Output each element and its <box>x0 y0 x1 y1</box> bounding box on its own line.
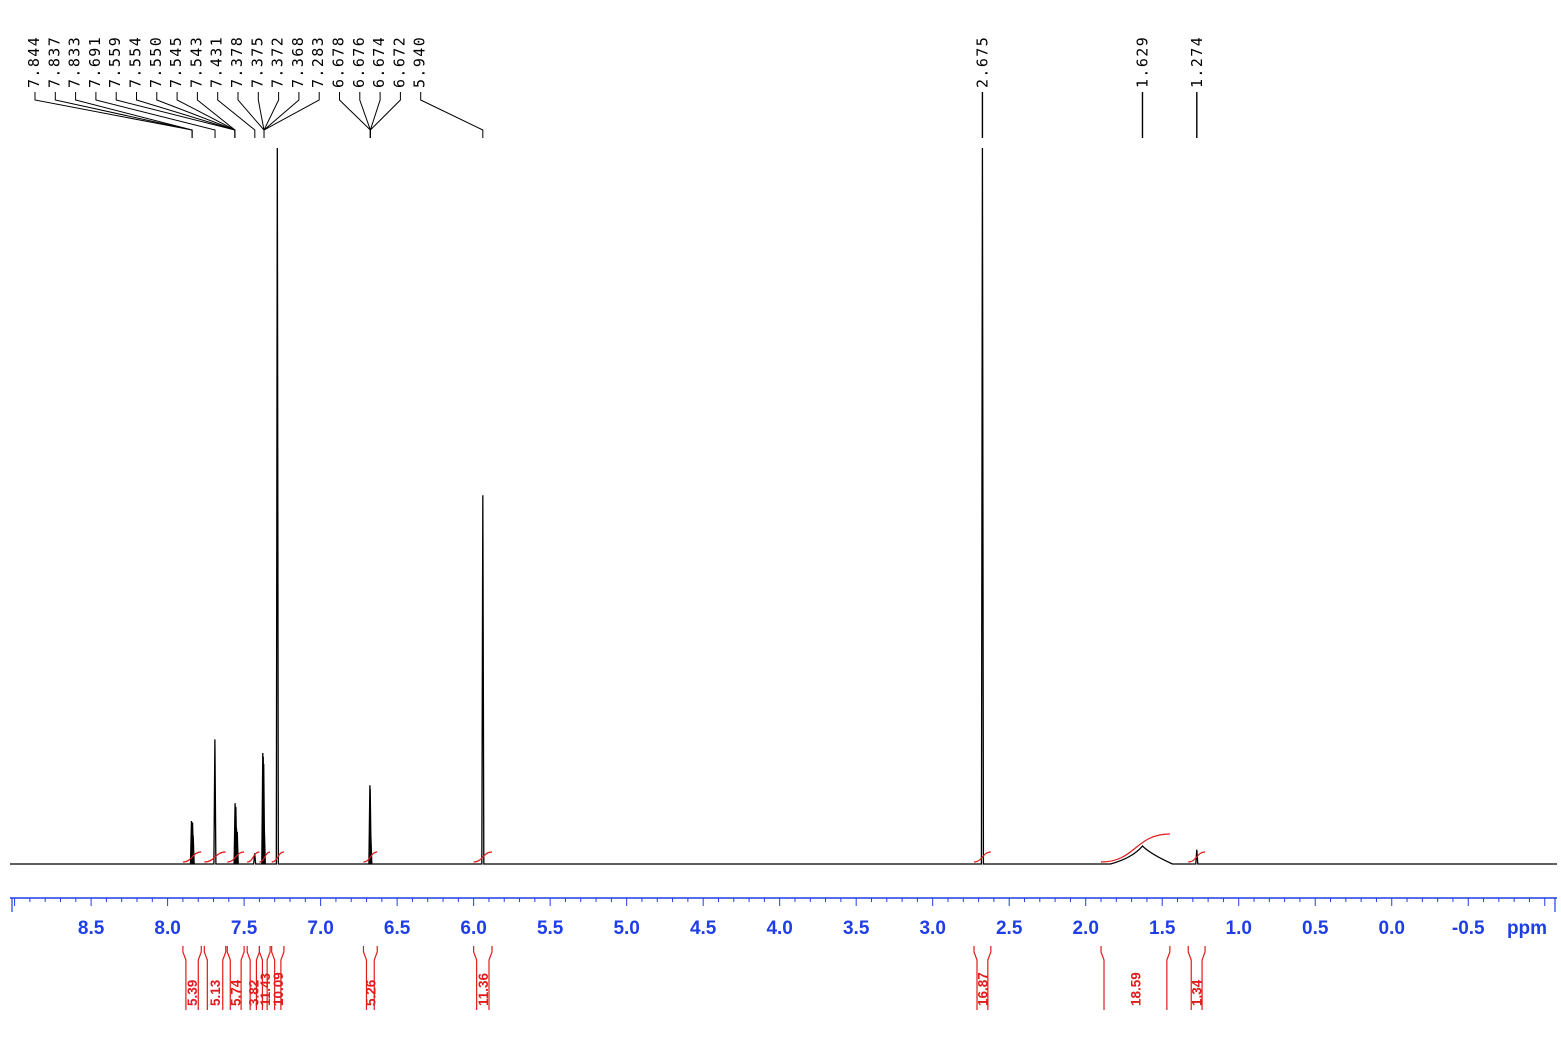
peak-label: 7.837 <box>45 36 63 88</box>
x-axis-tick-label: 6.5 <box>384 918 411 939</box>
peak-label: 1.274 <box>1188 36 1206 88</box>
peak-label: 1.629 <box>1133 36 1151 88</box>
x-axis-tick-label: 1.0 <box>1226 918 1252 939</box>
peak-label: 7.550 <box>147 36 165 88</box>
x-axis-tick-label: 2.0 <box>1072 918 1098 939</box>
peak-label: 2.675 <box>973 36 991 88</box>
peak-label-leader <box>360 92 371 138</box>
peak-label: 6.674 <box>370 36 388 88</box>
peak-label-leader <box>157 92 235 138</box>
integral-value: 1.34 <box>1190 979 1205 1006</box>
integral-bracket-right <box>223 946 226 1010</box>
spectrum-trace <box>10 148 1557 864</box>
x-axis-tick-label: 7.0 <box>307 918 333 939</box>
x-axis-tick-label: 3.5 <box>843 918 870 939</box>
peak-label-leader <box>258 92 264 138</box>
peak-label: 6.672 <box>390 36 408 88</box>
peak-label: 7.833 <box>66 36 84 88</box>
integral-bracket-right <box>1167 946 1170 1010</box>
integral-value: 16.87 <box>975 972 990 1006</box>
integral-bracket-left <box>204 946 207 1010</box>
peak-label: 7.372 <box>269 36 287 88</box>
peak-label: 7.431 <box>208 36 226 88</box>
peak-label: 7.283 <box>309 36 327 88</box>
peak-label: 6.676 <box>350 36 368 88</box>
x-axis-tick-label: 5.0 <box>613 918 639 939</box>
peak-label: 7.378 <box>228 36 246 88</box>
spectrum-layer <box>10 148 1557 864</box>
peak-label: 7.691 <box>86 36 104 88</box>
integral-value: 11.36 <box>476 972 491 1006</box>
x-axis-tick-label: 7.5 <box>231 918 258 939</box>
peak-label: 7.545 <box>167 36 185 88</box>
peak-label-leader <box>264 92 299 138</box>
integral-value: 18.59 <box>1128 972 1143 1006</box>
integral-curve <box>204 852 225 862</box>
peak-label: 7.375 <box>248 36 266 88</box>
peak-label-leader <box>197 92 235 138</box>
x-axis-tick-label: 8.0 <box>154 918 180 939</box>
peak-label-leader <box>421 92 483 138</box>
peak-label: 7.559 <box>106 36 124 88</box>
integral-curve <box>474 852 492 862</box>
x-axis-tick-label: 3.0 <box>919 918 945 939</box>
x-axis-tick-label: 6.0 <box>460 918 486 939</box>
x-axis: 8.5 8.0 7.5 7.0 6.5 6.0 5.5 5.0 4.5 4.0 3.5 3.0 2.5 2… <box>10 898 1557 939</box>
x-axis-tick-label: 2.5 <box>996 918 1023 939</box>
integral-value: 10.09 <box>271 972 286 1006</box>
integral-curve <box>247 852 259 862</box>
x-axis-tick-label: 1.5 <box>1149 918 1176 939</box>
x-axis-tick-label: 4.0 <box>766 918 792 939</box>
peak-label-leader <box>218 92 255 138</box>
integral-value: 5.26 <box>363 979 378 1006</box>
peak-label-leader <box>35 92 192 138</box>
x-axis-tick-label: -0.5 <box>1452 918 1485 939</box>
peak-label: 5.940 <box>411 36 429 88</box>
integral-value: 5.74 <box>229 979 244 1006</box>
x-axis-unit-label: ppm <box>1507 918 1547 939</box>
integral-bracket-left <box>1101 946 1104 1010</box>
x-axis-tick-label: 8.5 <box>78 918 105 939</box>
peak-label: 7.844 <box>25 36 43 88</box>
peak-label: 7.368 <box>289 36 307 88</box>
x-axis-tick-label: 5.5 <box>537 918 564 939</box>
integral-value: 5.39 <box>185 980 200 1006</box>
x-axis-tick-label: 4.5 <box>690 918 717 939</box>
peak-label-leader <box>340 92 371 138</box>
integral-curve <box>974 852 991 862</box>
peak-label: 7.554 <box>127 36 145 88</box>
peak-label-leader <box>370 92 380 138</box>
peak-label-leader <box>264 92 279 138</box>
peak-label: 7.543 <box>187 36 205 88</box>
integral-value: 5.13 <box>208 979 223 1006</box>
x-axis-tick-label: 0.5 <box>1302 918 1329 939</box>
peak-label: 6.678 <box>330 36 348 88</box>
x-axis-tick-label: 0.0 <box>1379 918 1405 939</box>
peak-label-leader <box>137 92 235 138</box>
peak-label-leader <box>238 92 264 138</box>
peak-label-leader <box>264 92 319 138</box>
